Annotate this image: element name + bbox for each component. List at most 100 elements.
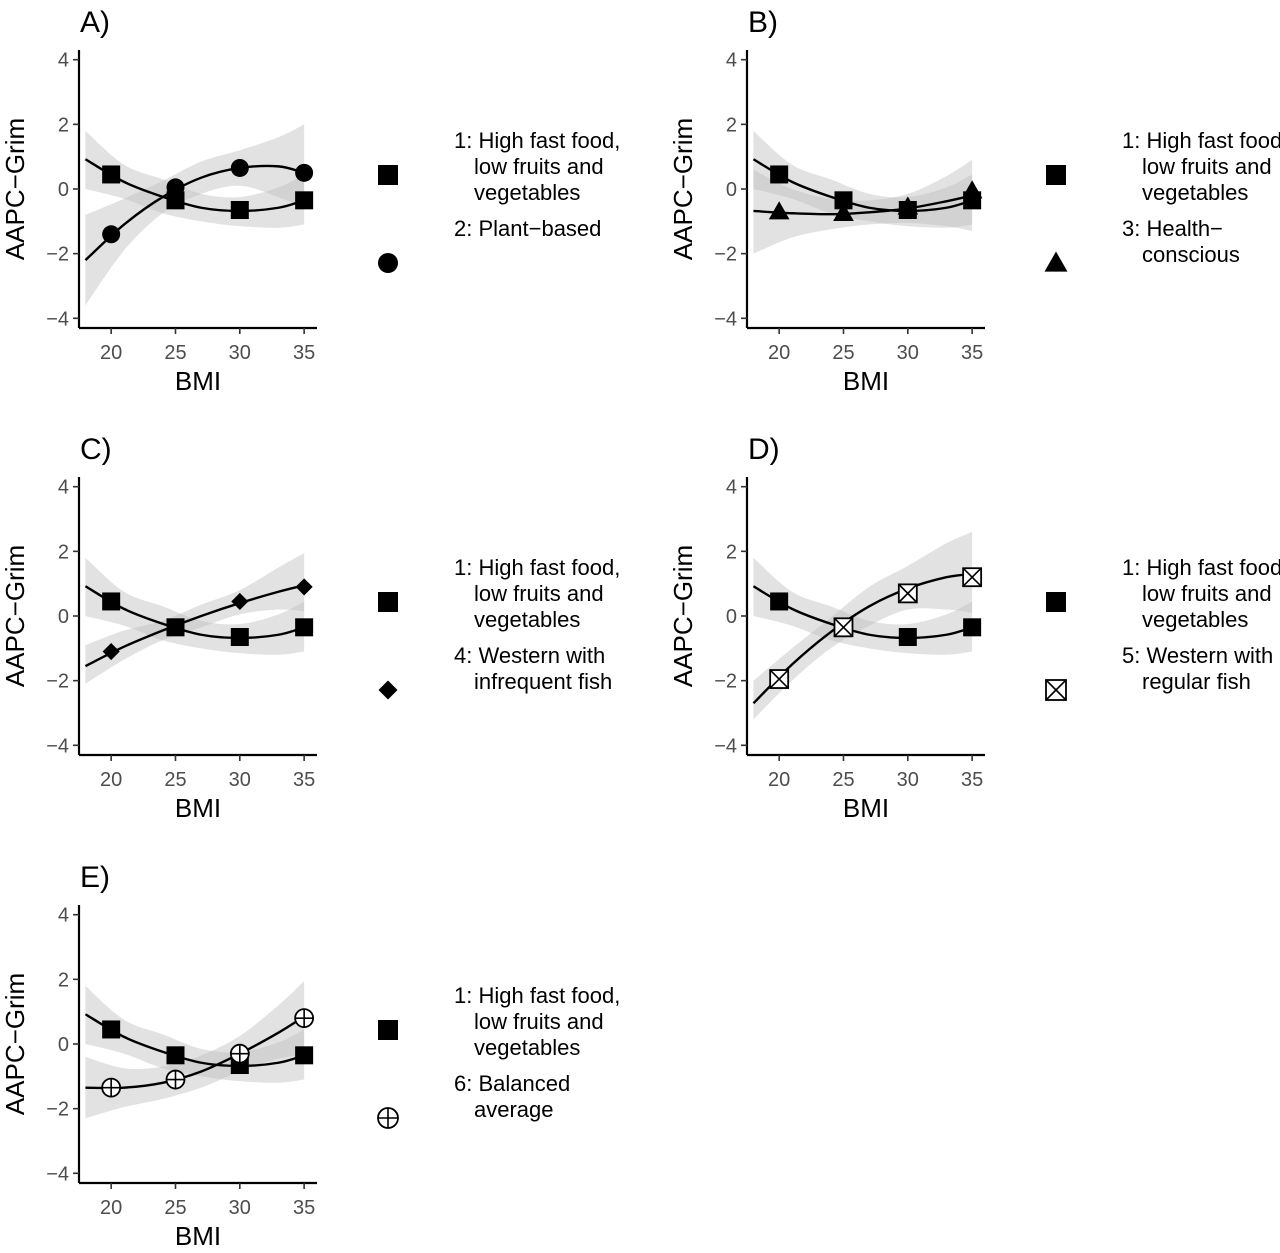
- y-tick-label: −4: [46, 1163, 69, 1185]
- x-tick-label: 35: [293, 769, 315, 791]
- y-axis-title: AAPC−Grim: [0, 545, 30, 687]
- data-point: [295, 618, 314, 637]
- y-tick-label: 0: [58, 179, 69, 201]
- legend-label: 5: Western with: [1122, 643, 1273, 668]
- x-axis-title: BMI: [175, 366, 221, 396]
- data-point: [961, 180, 983, 199]
- data-point: [166, 191, 185, 210]
- x-axis-title: BMI: [843, 793, 889, 823]
- legend-key: [1046, 165, 1066, 185]
- x-tick-label: 35: [961, 342, 983, 364]
- legend-label: 1: High fast food,: [454, 983, 620, 1008]
- x-tick-label: 30: [229, 342, 251, 364]
- chart-panel: D) −4 −2 0 2 4 20 25 30 35 BMI AAPC−Grim 1: High fas…: [668, 433, 1280, 823]
- y-tick-label: 0: [58, 1034, 69, 1056]
- chart-panel: B) −4 −2 0 2 4 20 25 30 35 BMI AAPC−Grim 1: High fas…: [668, 6, 1280, 396]
- data-point: [295, 191, 314, 210]
- legend-label: vegetables: [474, 1035, 580, 1060]
- x-tick-label: 25: [164, 769, 186, 791]
- legend-key: [1046, 592, 1066, 612]
- x-tick-label: 30: [897, 769, 919, 791]
- confidence-band: [753, 531, 973, 720]
- y-tick-label: 2: [58, 114, 69, 136]
- data-point: [230, 158, 249, 177]
- y-tick-label: 2: [726, 114, 737, 136]
- legend-label: 3: Health−: [1122, 216, 1223, 241]
- x-axis-title: BMI: [175, 793, 221, 823]
- data-point: [230, 628, 249, 647]
- legend-key: [1044, 251, 1068, 272]
- fit-line: [85, 1015, 305, 1090]
- x-tick-label: 20: [100, 1197, 122, 1219]
- data-point: [166, 178, 185, 197]
- x-tick-label: 30: [229, 1197, 251, 1219]
- chart-panel: C) −4 −2 0 2 4 20 25 30 35 BMI AAPC−Grim 1: High fas…: [0, 433, 620, 823]
- legend-label: vegetables: [1142, 180, 1248, 205]
- fit-line: [84, 158, 305, 213]
- legend-label: conscious: [1142, 242, 1240, 267]
- data-point: [102, 1020, 121, 1039]
- x-tick-label: 25: [832, 769, 854, 791]
- x-tick-label: 35: [293, 1197, 315, 1219]
- x-axis-title: BMI: [843, 366, 889, 396]
- chart-panel: E) −4 −2 0 2 4 20 25 30 35 BMI AAPC−Grim 1: High fas…: [0, 861, 620, 1251]
- legend-key: [378, 1020, 398, 1040]
- y-tick-label: 4: [58, 905, 69, 927]
- data-point: [102, 643, 120, 661]
- y-tick-label: 2: [726, 541, 737, 563]
- data-point: [102, 225, 121, 244]
- data-point: [833, 617, 854, 638]
- x-tick-label: 20: [768, 769, 790, 791]
- data-point: [295, 1046, 314, 1065]
- legend-key: [378, 253, 398, 273]
- legend: 1: High fast food,low fruits andvegetabl…: [377, 983, 620, 1129]
- data-point: [102, 165, 121, 184]
- x-tick-label: 35: [293, 342, 315, 364]
- data-point: [101, 1077, 122, 1098]
- data-point: [294, 1008, 315, 1029]
- y-tick-label: 0: [58, 606, 69, 628]
- legend-key: [378, 680, 398, 700]
- legend-label: infrequent fish: [474, 669, 612, 694]
- legend: 1: High fast food,low fruits andvegetabl…: [378, 128, 620, 273]
- legend: 1: High fast food,low fruits andvegetabl…: [1045, 555, 1280, 701]
- legend-label: vegetables: [474, 180, 580, 205]
- x-tick-label: 25: [832, 342, 854, 364]
- fit-line: [84, 1013, 305, 1068]
- y-tick-label: −4: [714, 735, 737, 757]
- confidence-band: [85, 557, 305, 655]
- legend-label: 1: High fast food,: [1122, 128, 1280, 153]
- legend-label: low fruits and: [474, 581, 604, 606]
- fit-line: [752, 572, 973, 705]
- chart-panel: A) −4 −2 0 2 4 20 25 30 35 BMI AAPC−Grim 1: High fas…: [0, 6, 620, 396]
- data-point: [165, 1069, 186, 1090]
- y-tick-label: 0: [726, 606, 737, 628]
- y-axis-title: AAPC−Grim: [0, 973, 30, 1115]
- fit-line: [84, 584, 305, 668]
- panel-label: C): [80, 433, 112, 466]
- y-tick-label: −2: [46, 1099, 69, 1121]
- legend-label: vegetables: [1142, 607, 1248, 632]
- data-point: [833, 202, 854, 222]
- x-tick-label: 30: [897, 342, 919, 364]
- y-tick-label: −2: [714, 671, 737, 693]
- panel-label: E): [80, 861, 110, 894]
- confidence-band: [753, 557, 973, 655]
- y-tick-label: 2: [58, 969, 69, 991]
- data-point: [962, 567, 983, 588]
- legend-key: [1045, 679, 1067, 701]
- y-tick-label: −2: [714, 244, 737, 266]
- fit-line: [84, 164, 305, 261]
- legend-label: vegetables: [474, 607, 580, 632]
- y-tick-label: −4: [46, 735, 69, 757]
- x-tick-label: 35: [961, 769, 983, 791]
- legend-label: low fruits and: [1142, 581, 1272, 606]
- data-point: [166, 1046, 185, 1065]
- legend-label: average: [474, 1097, 554, 1122]
- legend-label: low fruits and: [474, 1009, 604, 1034]
- y-axis-title: AAPC−Grim: [668, 118, 698, 260]
- confidence-band: [85, 130, 305, 228]
- data-point: [166, 618, 185, 636]
- y-tick-label: −4: [46, 308, 69, 330]
